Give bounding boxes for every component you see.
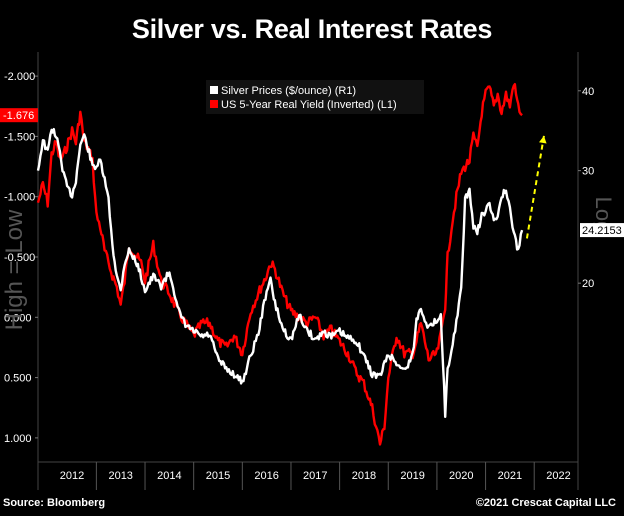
x-tick-label: 2012 — [60, 470, 84, 482]
series-layer — [36, 83, 524, 446]
x-tick-label: 2014 — [157, 470, 181, 482]
legend-swatch — [210, 86, 218, 94]
trend-arrow-line — [525, 135, 545, 239]
x-tick-label: 2022 — [546, 470, 570, 482]
annotation-layer — [525, 135, 547, 239]
silver-series-line — [36, 127, 524, 418]
right-tick-label: 40 — [582, 86, 594, 98]
left-current-value-badge — [0, 108, 38, 123]
right-current-value-badge — [580, 223, 624, 238]
right-current-value-label: 24.2153 — [582, 225, 622, 237]
left-tick-label: 1.000 — [4, 433, 32, 445]
x-tick-label: 2016 — [254, 470, 278, 482]
x-tick-label: 2018 — [352, 470, 376, 482]
trend-arrow-head — [539, 135, 547, 144]
left-current-value-label: -1.676 — [3, 110, 34, 122]
real-yield-series-line — [36, 83, 523, 446]
x-tick-label: 2017 — [303, 470, 327, 482]
source-note: Source: Bloomberg — [3, 497, 106, 509]
legend-entry-label: Silver Prices ($/ounce) (R1) — [221, 85, 356, 97]
left-tick-label: -0.500 — [4, 252, 35, 264]
left-tick-label: -1.000 — [4, 192, 35, 204]
left-tick-label: 0.000 — [4, 312, 32, 324]
right-tick-label: 20 — [582, 278, 594, 290]
x-tick-label: 2019 — [400, 470, 424, 482]
x-tick-label: 2020 — [449, 470, 473, 482]
right-tick-label: 30 — [582, 166, 594, 178]
plot-frame — [37, 52, 579, 490]
x-axis: 2012 2013 2014 2015 2016 2017 2018 2019 2020 2021… — [60, 462, 571, 490]
left-axis: -2.000 -1.500 -1.000 -0.500 0.000 0.500 1.000 H… — [0, 71, 38, 445]
legend-entry-label: US 5-Year Real Yield (Inverted) (L1) — [221, 99, 397, 111]
copyright-note: ©2021 Crescat Capital LLC — [475, 497, 616, 509]
legend-box — [206, 80, 424, 114]
chart-title: Silver vs. Real Interest Rates — [131, 14, 493, 44]
legend-swatch — [210, 100, 218, 108]
x-tick-label: 2013 — [108, 470, 132, 482]
left-tick-label: -2.000 — [4, 71, 35, 83]
x-tick-label: 2021 — [498, 470, 522, 482]
left-tick-label: 0.500 — [4, 373, 32, 385]
left-tick-label: -1.500 — [4, 131, 35, 143]
left-axis-label: High = Low — [1, 209, 28, 330]
legend: Silver Prices ($/ounce) (R1) US 5-Year Re… — [206, 80, 424, 114]
x-tick-label: 2015 — [206, 470, 230, 482]
